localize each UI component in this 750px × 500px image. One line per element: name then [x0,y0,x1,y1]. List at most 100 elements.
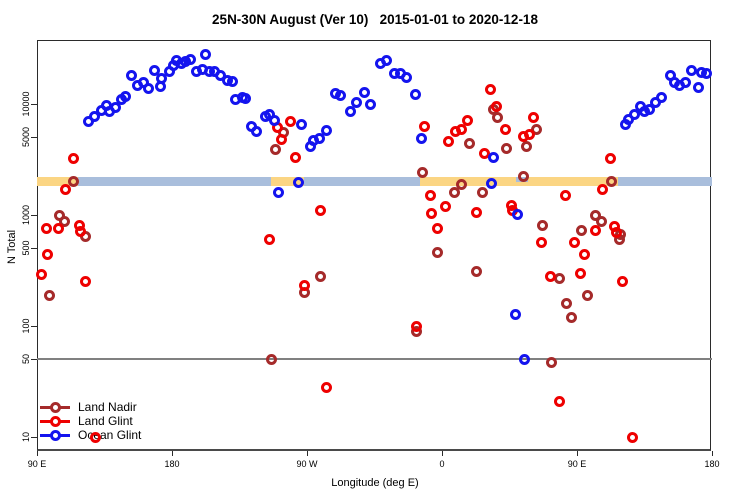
data-point-ocean-glint [214,69,226,81]
data-point-ocean-glint [142,82,154,94]
data-point-land-nadir [589,209,601,221]
data-point-land-glint [315,204,326,216]
data-point-land-glint [439,200,451,212]
data-point-ocean-glint [82,116,94,128]
data-point-land-glint [456,123,467,135]
x-axis-title: Longitude (deg E) [331,477,419,489]
data-point-land-glint [67,153,79,165]
data-point-ocean-glint [199,48,211,60]
legend-entry-land-glint: Land Glint [40,414,190,428]
legend-marker-icon [50,416,61,427]
x-tick-label: 90 W [296,459,318,469]
data-point-land-nadir [270,143,281,155]
data-point-ocean-glint [345,106,356,118]
data-point-land-glint [418,120,430,132]
data-point-ocean-glint [88,111,100,123]
data-point-ocean-glint [693,81,704,93]
data-point-land-nadir [67,176,79,188]
data-point-land-glint [499,123,511,135]
band-highlight [37,176,78,187]
data-point-land-glint [42,249,53,261]
data-point-land-nadir [463,138,475,150]
data-point-land-glint [574,267,586,279]
data-point-ocean-glint [240,93,251,105]
y-axis-title: N Total [6,229,18,265]
y-tick [31,248,37,250]
data-point-land-nadir [595,216,607,228]
data-point-land-glint [75,226,86,237]
data-point-land-nadir [432,246,443,258]
data-point-land-glint [432,222,443,234]
data-point-land-glint [523,129,535,141]
legend: Land Nadir Land Glint Ocean Glint [40,400,190,442]
band-highlight [419,176,618,187]
data-point-land-nadir [265,353,277,365]
data-point-ocean-glint [381,55,392,67]
data-point-ocean-glint [364,98,376,110]
data-point-land-glint [424,189,436,201]
data-point-land-glint [36,269,47,281]
data-point-land-nadir [582,289,593,301]
x-tick [37,451,38,456]
data-point-ocean-glint [511,208,523,220]
data-point-land-nadir [546,356,557,368]
data-point-land-nadir [561,297,572,309]
data-point-ocean-glint [292,177,304,189]
data-point-land-glint [60,183,71,195]
x-tick-label: 90 E [27,459,47,469]
data-point-ocean-glint [295,118,307,130]
data-point-land-glint [462,115,473,126]
data-point-land-glint [442,135,454,147]
data-point-land-glint [553,395,565,407]
x-tick [577,451,578,456]
y-tick-label: 100 [21,318,31,334]
data-point-ocean-glint [321,124,332,136]
data-point-land-nadir [471,265,482,277]
data-point-ocean-glint [655,91,667,103]
data-point-ocean-glint [156,72,167,84]
data-point-land-glint [604,153,616,165]
data-point-ocean-glint [250,125,262,137]
y-tick-label: 5000 [21,127,31,148]
data-point-land-glint [559,189,571,201]
data-point-land-nadir [537,220,548,232]
data-point-ocean-glint [628,108,640,120]
data-point-ocean-glint [700,68,712,80]
data-point-ocean-glint [643,103,655,115]
data-point-ocean-glint [126,69,137,81]
legend-label: Ocean Glint [78,428,142,442]
data-point-land-nadir [448,186,460,198]
data-point-ocean-glint [486,177,497,189]
data-point-ocean-glint [358,86,370,98]
y-tick-label: 10 [21,431,31,443]
data-point-ocean-glint [487,151,499,163]
y-tick [31,359,37,361]
data-point-land-nadir [492,111,503,123]
data-point-land-glint [616,276,628,288]
y-tick [31,215,37,216]
x-tick [307,451,308,456]
legend-entry-ocean-glint: Ocean Glint [40,428,190,442]
data-point-ocean-glint [510,308,521,320]
data-point-ocean-glint [334,89,346,101]
data-point-land-glint [321,381,332,393]
y-tick [31,326,37,327]
data-point-ocean-glint [109,101,121,113]
data-point-land-glint [52,222,64,234]
data-point-land-glint [276,133,287,145]
x-tick-label: 0 [439,459,445,469]
data-point-land-glint [597,183,608,195]
data-point-ocean-glint [148,64,160,76]
data-point-land-glint [490,100,502,112]
data-point-land-nadir [517,171,529,183]
data-point-land-nadir [520,141,532,153]
data-point-land-glint [535,236,547,248]
data-point-land-glint [79,276,91,288]
data-point-land-glint [579,249,590,261]
x-tick [442,451,443,456]
data-point-land-glint [90,431,101,443]
data-point-land-glint [285,116,296,128]
legend-entry-land-nadir: Land Nadir [40,400,190,414]
y-tick-label: 50 [21,354,31,365]
